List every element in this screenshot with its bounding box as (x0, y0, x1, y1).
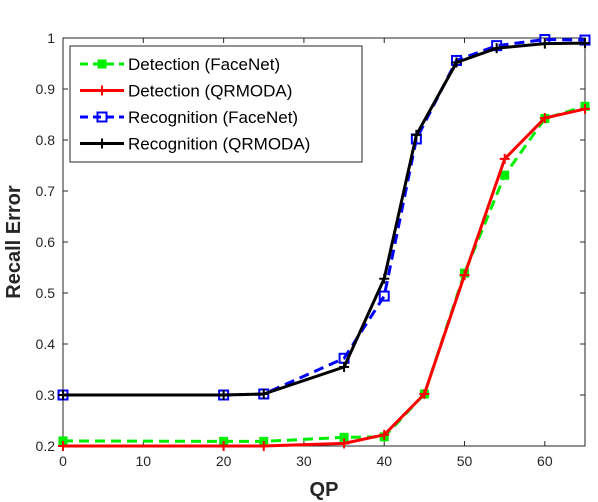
data-point (378, 290, 390, 302)
legend-label: Recognition (FaceNet) (128, 108, 298, 127)
y-tick-label: 0.6 (36, 234, 56, 250)
legend-label: Detection (QRMODA) (128, 82, 292, 101)
data-point (58, 441, 68, 451)
y-tick-label: 0.9 (36, 81, 56, 97)
data-point (580, 38, 590, 49)
y-tick-label: 0.5 (36, 285, 56, 301)
data-point (258, 441, 269, 451)
legend-marker (97, 138, 107, 149)
data-point (379, 273, 390, 284)
x-axis-title: QP (310, 479, 339, 501)
series-1 (58, 103, 590, 451)
x-tick-label: 60 (537, 453, 553, 469)
series-line (62, 104, 586, 443)
data-point (411, 129, 422, 140)
x-tick-label: 30 (296, 453, 312, 469)
legend: Detection (FaceNet) Detection (QRMODA) Rec… (69, 45, 363, 163)
y-tick-label: 0.7 (36, 183, 56, 199)
data-point (419, 388, 430, 399)
x-tick-label: 10 (136, 453, 152, 469)
legend-entry: Detection (FaceNet) (80, 55, 280, 74)
axes: 0 10 20 30 40 50 60 0.2 0.3 0.4 0.5 0.6 0.7 0.8 0.9 1 (36, 30, 585, 469)
x-tick-label: 20 (216, 453, 232, 469)
data-point (451, 57, 462, 68)
data-point (499, 153, 510, 164)
x-tick-label: 0 (59, 453, 67, 469)
series-line (63, 41, 586, 397)
y-tick-label: 0.3 (36, 387, 56, 403)
data-point (459, 270, 470, 281)
legend-marker (97, 59, 107, 69)
data-point (218, 441, 229, 451)
data-point (339, 438, 350, 449)
legend-entry: Recognition (QRMODA) (80, 135, 310, 154)
series-3 (58, 38, 590, 400)
series-line (63, 107, 586, 448)
y-tick-label: 1 (47, 30, 55, 46)
data-point (580, 103, 590, 114)
legend-label: Recognition (QRMODA) (128, 135, 310, 154)
data-point (539, 113, 550, 124)
data-point (491, 43, 502, 54)
x-tick-label: 50 (457, 453, 473, 469)
y-tick-label: 0.2 (36, 438, 56, 454)
data-point (339, 361, 350, 372)
data-point (500, 170, 510, 180)
legend-entry: Detection (QRMODA) (80, 82, 292, 101)
data-point (58, 390, 68, 400)
legend-marker (96, 111, 108, 123)
series-layer (57, 34, 591, 451)
legend-entry: Recognition (FaceNet) (80, 108, 298, 127)
data-point (539, 38, 550, 49)
data-point (258, 388, 269, 399)
legend-label: Detection (FaceNet) (128, 55, 280, 74)
y-axis-title: Recall Error (3, 185, 25, 299)
data-point (218, 390, 229, 400)
y-tick-label: 0.4 (36, 336, 56, 352)
data-point (379, 429, 390, 440)
x-tick-label: 40 (376, 453, 392, 469)
legend-marker (97, 85, 107, 96)
y-tick-label: 0.8 (36, 132, 56, 148)
